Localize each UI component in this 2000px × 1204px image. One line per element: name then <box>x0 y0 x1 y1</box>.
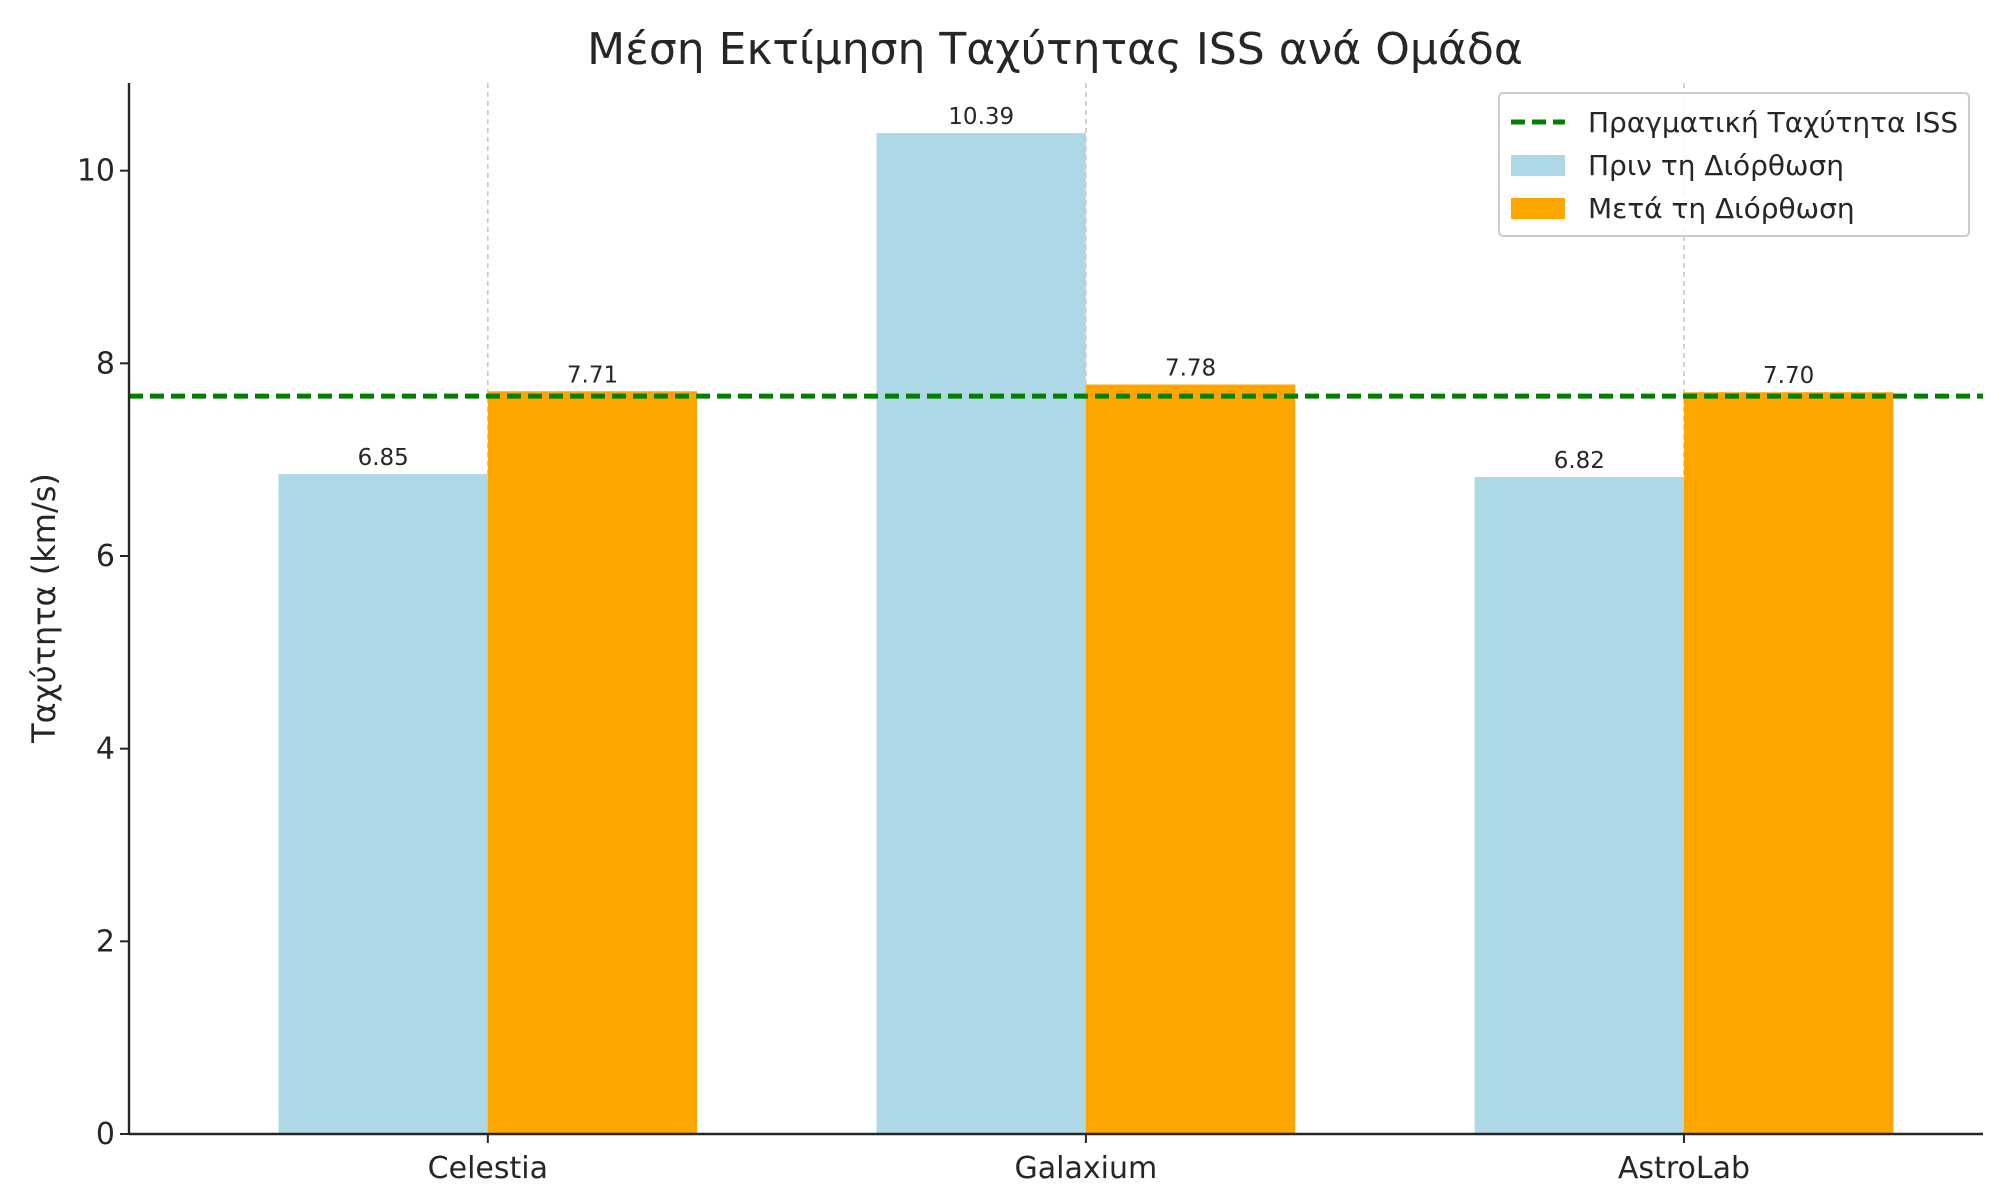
x-tick-label-galaxium: Galaxium <box>1015 1151 1158 1186</box>
y-tick-label-0: 0 <box>96 1117 115 1152</box>
bar-after-celestia <box>487 391 698 1134</box>
x-ticks: Celestia Galaxium AstroLab <box>428 1134 1750 1186</box>
y-tick-label-2: 2 <box>96 924 115 959</box>
y-tick-label-8: 8 <box>96 346 115 381</box>
y-tick-label-10: 10 <box>77 154 115 189</box>
bars <box>278 133 1894 1135</box>
data-labels: 6.85 10.39 6.82 7.71 7.78 7.70 <box>358 104 1815 474</box>
y-axis-label: Ταχύτητα (km/s) <box>25 473 63 744</box>
x-tick-label-celestia: Celestia <box>428 1151 548 1186</box>
legend-label-after: Μετά τη Διόρθωση <box>1588 192 1855 225</box>
legend-swatch-after <box>1511 198 1565 219</box>
data-label-after-astrolab: 7.70 <box>1763 363 1814 389</box>
y-ticks: 0 2 4 6 8 10 <box>77 154 129 1152</box>
data-label-before-astrolab: 6.82 <box>1554 448 1605 474</box>
axes <box>127 83 1983 1136</box>
legend-frame <box>1498 92 1970 237</box>
data-label-after-celestia: 7.71 <box>567 362 618 388</box>
legend: Πραγματική Ταχύτητα ISS Πριν τη Διόρθωση… <box>1498 92 1970 237</box>
legend-label-reference-line: Πραγματική Ταχύτητα ISS <box>1588 106 1958 139</box>
bar-before-astrolab <box>1474 477 1684 1134</box>
bar-before-galaxium <box>876 133 1086 1134</box>
bar-before-celestia <box>278 474 488 1134</box>
y-tick-label-6: 6 <box>96 539 115 574</box>
legend-label-before: Πριν τη Διόρθωση <box>1588 149 1844 182</box>
data-label-before-galaxium: 10.39 <box>948 104 1014 130</box>
bar-after-galaxium <box>1085 384 1296 1134</box>
y-tick-label-4: 4 <box>96 732 115 767</box>
chart-title: Μέση Εκτίμηση Ταχύτητας ISS ανά Ομάδα <box>587 24 1523 75</box>
legend-swatch-before <box>1511 155 1565 176</box>
data-label-before-celestia: 6.85 <box>358 445 409 471</box>
x-tick-label-astrolab: AstroLab <box>1618 1151 1750 1186</box>
data-label-after-galaxium: 7.78 <box>1165 356 1216 382</box>
bar-after-astrolab <box>1683 392 1894 1135</box>
